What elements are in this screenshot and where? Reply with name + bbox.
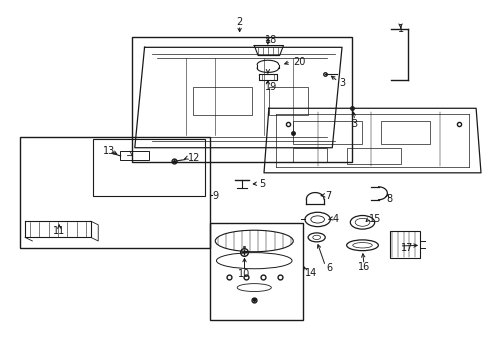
Bar [293, 121, 361, 144]
Bar [93, 139, 205, 196]
Text: 1: 1 [397, 24, 403, 35]
Text: 13: 13 [103, 146, 115, 156]
Text: 9: 9 [212, 191, 218, 201]
Text: 3: 3 [339, 78, 345, 88]
Bar [120, 151, 149, 160]
Text: 5: 5 [259, 179, 265, 189]
Text: 7: 7 [325, 191, 330, 201]
Bar [389, 231, 419, 258]
Text: 15: 15 [368, 215, 381, 224]
Bar [346, 148, 400, 164]
Text: 3: 3 [351, 120, 357, 129]
Text: 19: 19 [264, 82, 277, 92]
Text: 2: 2 [236, 17, 242, 27]
Text: 4: 4 [331, 215, 338, 224]
Bar [210, 223, 303, 320]
Text: 11: 11 [53, 226, 65, 236]
Bar [268, 87, 307, 116]
Text: 6: 6 [326, 263, 332, 273]
Bar [20, 137, 210, 248]
Text: 12: 12 [188, 153, 201, 163]
Text: 10: 10 [238, 269, 250, 279]
Text: 17: 17 [400, 243, 412, 253]
Text: 14: 14 [305, 268, 317, 278]
Text: 20: 20 [293, 57, 305, 67]
Text: 16: 16 [357, 262, 369, 272]
Text: 8: 8 [385, 194, 391, 204]
Bar [293, 148, 327, 162]
Text: 18: 18 [264, 35, 277, 45]
Bar [380, 121, 429, 144]
Bar [193, 87, 251, 116]
Bar [132, 37, 351, 162]
